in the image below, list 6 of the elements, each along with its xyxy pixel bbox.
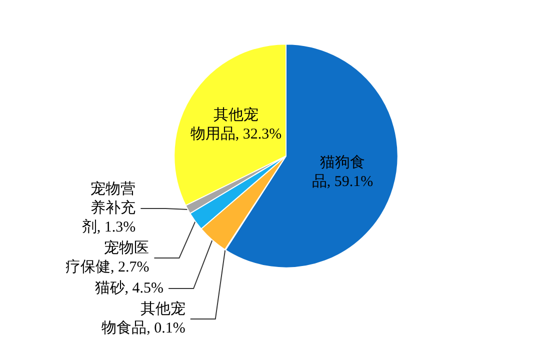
slice-label: 宠物医疗保健, 2.7% [65,240,150,276]
slice-label: 猫砂, 4.5% [94,280,164,296]
slice-label: 其他宠物食品, 0.1% [102,300,186,336]
slice-label: 宠物营养补充剂, 1.3% [82,180,136,236]
slice-label: 其他宠物用品, 32.3% [190,106,282,142]
slice-label: 猫狗食品, 59.1% [312,154,374,190]
